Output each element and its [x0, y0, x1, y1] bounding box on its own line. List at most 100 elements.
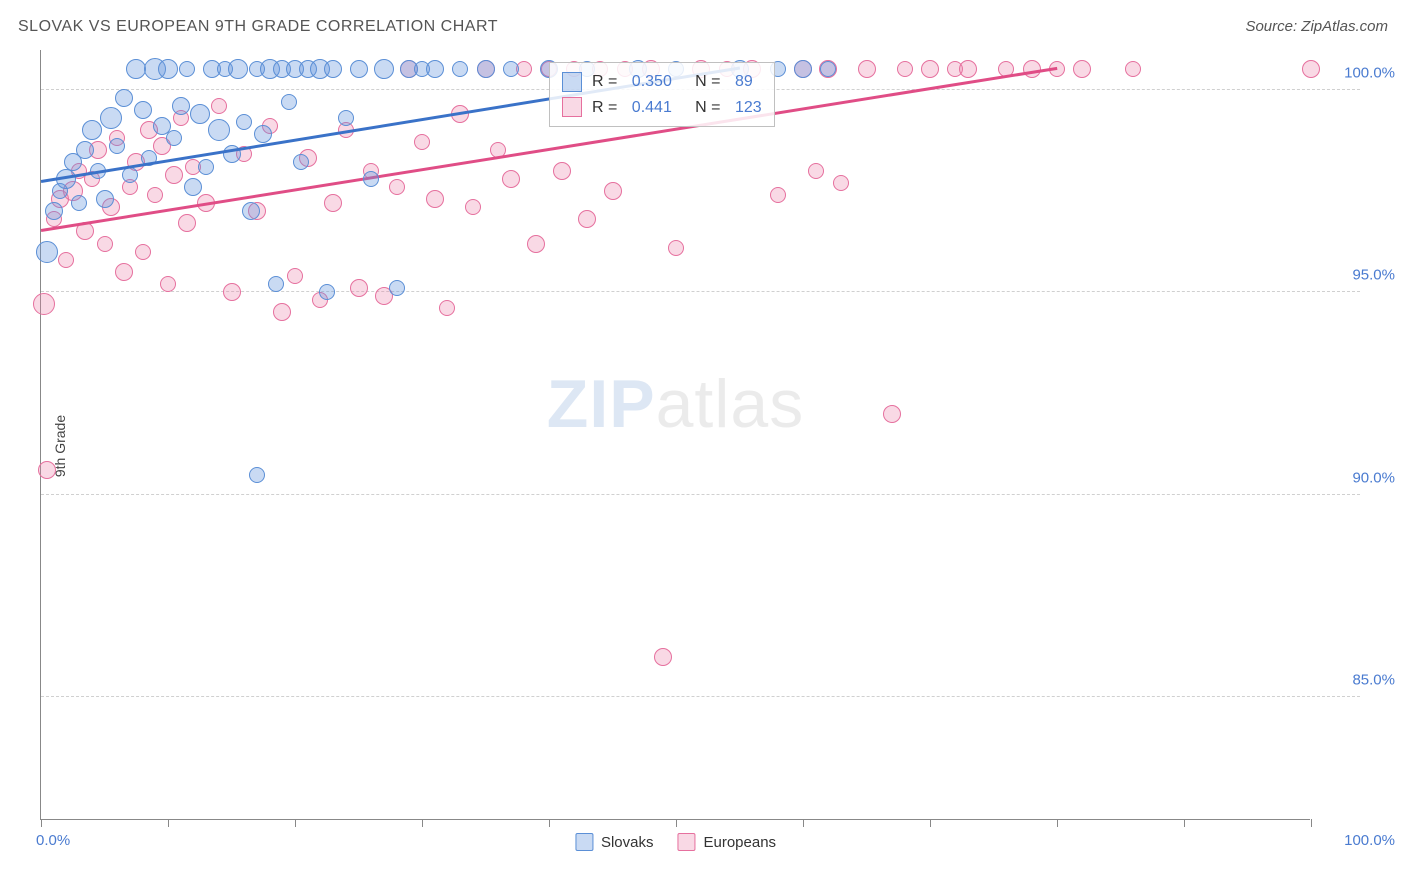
x-tick: [803, 819, 804, 827]
europeans-marker: [654, 648, 672, 666]
y-tick-label: 100.0%: [1344, 64, 1395, 81]
europeans-marker: [426, 190, 444, 208]
slovaks-marker: [249, 467, 265, 483]
europeans-marker: [324, 194, 342, 212]
legend-swatch-europeans: [677, 833, 695, 851]
europeans-marker: [160, 276, 176, 292]
chart-header: SLOVAK VS EUROPEAN 9TH GRADE CORRELATION…: [18, 18, 1388, 36]
europeans-marker: [389, 179, 405, 195]
plot-area: ZIPatlas 0.0% 100.0% Slovaks Europeans 1…: [40, 50, 1310, 820]
stats-swatch: [562, 72, 582, 92]
slovaks-marker: [389, 280, 405, 296]
europeans-marker: [808, 163, 824, 179]
slovaks-marker: [236, 114, 252, 130]
europeans-marker: [273, 303, 291, 321]
gridline: [41, 696, 1360, 697]
europeans-marker: [604, 182, 622, 200]
europeans-marker: [1125, 61, 1141, 77]
legend-item-europeans: Europeans: [677, 833, 776, 851]
y-tick-label: 95.0%: [1352, 267, 1395, 284]
europeans-marker: [115, 263, 133, 281]
stats-row: R = 0.441 N = 123: [562, 95, 762, 121]
europeans-marker: [578, 210, 596, 228]
slovaks-marker: [426, 60, 444, 78]
europeans-marker: [897, 61, 913, 77]
stats-box: R = 0.350 N = 89R = 0.441 N = 123: [549, 62, 775, 127]
slovaks-marker: [76, 141, 94, 159]
legend-swatch-slovaks: [575, 833, 593, 851]
slovaks-marker: [36, 241, 58, 263]
slovaks-marker: [115, 89, 133, 107]
slovaks-marker: [208, 119, 230, 141]
europeans-marker: [178, 214, 196, 232]
slovaks-marker: [374, 59, 394, 79]
slovaks-marker: [126, 59, 146, 79]
x-axis-max-label: 100.0%: [1344, 832, 1395, 849]
europeans-marker: [553, 162, 571, 180]
europeans-marker: [527, 235, 545, 253]
x-axis-min-label: 0.0%: [36, 832, 70, 849]
slovaks-marker: [293, 154, 309, 170]
slovaks-marker: [96, 190, 114, 208]
europeans-marker: [97, 236, 113, 252]
europeans-marker: [858, 60, 876, 78]
slovaks-marker: [338, 110, 354, 126]
stats-row: R = 0.350 N = 89: [562, 69, 762, 95]
x-tick: [1057, 819, 1058, 827]
legend-label-slovaks: Slovaks: [601, 834, 654, 851]
x-tick: [549, 819, 550, 827]
slovaks-marker: [363, 171, 379, 187]
stats-swatch: [562, 97, 582, 117]
europeans-marker: [465, 199, 481, 215]
europeans-marker: [147, 187, 163, 203]
x-tick: [1184, 819, 1185, 827]
slovaks-marker: [242, 202, 260, 220]
slovaks-marker: [477, 60, 495, 78]
slovaks-marker: [268, 276, 284, 292]
europeans-marker: [414, 134, 430, 150]
slovaks-marker: [109, 138, 125, 154]
slovaks-marker: [228, 59, 248, 79]
watermark-atlas: atlas: [656, 366, 805, 442]
chart-title: SLOVAK VS EUROPEAN 9TH GRADE CORRELATION…: [18, 18, 498, 36]
slovaks-marker: [158, 59, 178, 79]
y-tick-label: 85.0%: [1352, 672, 1395, 689]
europeans-marker: [58, 252, 74, 268]
slovaks-marker: [794, 60, 812, 78]
slovaks-marker: [503, 61, 519, 77]
watermark-zip: ZIP: [547, 366, 656, 442]
slovaks-marker: [820, 61, 836, 77]
slovaks-marker: [319, 284, 335, 300]
slovaks-marker: [45, 202, 63, 220]
slovaks-marker: [184, 178, 202, 196]
europeans-marker: [38, 461, 56, 479]
europeans-marker: [135, 244, 151, 260]
legend-item-slovaks: Slovaks: [575, 833, 654, 851]
europeans-marker: [350, 279, 368, 297]
europeans-marker: [165, 166, 183, 184]
watermark: ZIPatlas: [547, 365, 804, 443]
x-tick: [422, 819, 423, 827]
slovaks-marker: [172, 97, 190, 115]
legend-label-europeans: Europeans: [703, 834, 776, 851]
slovaks-marker: [452, 61, 468, 77]
x-tick: [676, 819, 677, 827]
x-tick: [1311, 819, 1312, 827]
slovaks-marker: [281, 94, 297, 110]
slovaks-marker: [179, 61, 195, 77]
x-tick: [41, 819, 42, 827]
europeans-marker: [1073, 60, 1091, 78]
slovaks-marker: [324, 60, 342, 78]
slovaks-marker: [254, 125, 272, 143]
x-tick: [295, 819, 296, 827]
legend: Slovaks Europeans: [575, 833, 776, 851]
y-tick-label: 90.0%: [1352, 469, 1395, 486]
europeans-marker: [833, 175, 849, 191]
slovaks-marker: [122, 167, 138, 183]
slovaks-marker: [198, 159, 214, 175]
gridline: [41, 494, 1360, 495]
europeans-marker: [959, 60, 977, 78]
slovaks-marker: [100, 107, 122, 129]
europeans-marker: [1302, 60, 1320, 78]
europeans-marker: [502, 170, 520, 188]
